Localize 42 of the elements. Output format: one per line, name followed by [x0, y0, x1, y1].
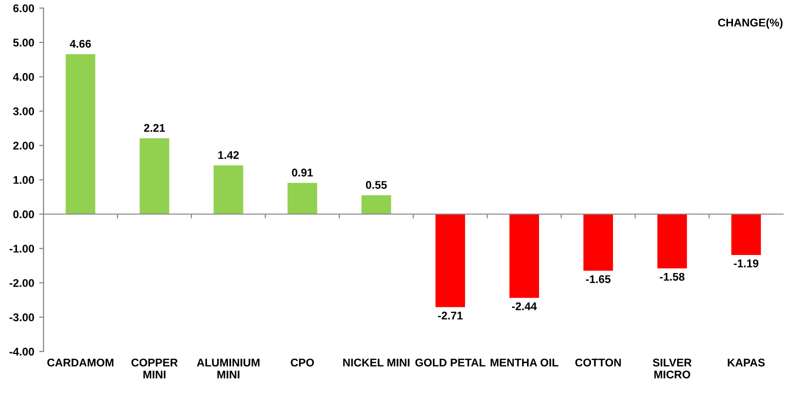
data-label: 4.66: [70, 40, 91, 48]
bar: [583, 214, 613, 271]
y-tick-label: 4.00: [13, 73, 34, 81]
bar: [657, 214, 687, 268]
y-tick-label: 3.00: [13, 107, 34, 116]
y-tick-label: 5.00: [13, 38, 34, 47]
bar: [288, 182, 318, 214]
x-tick-label: ALUMINIUM MINI: [196, 358, 260, 378]
bar: [435, 214, 466, 308]
data-label: -1.65: [586, 275, 611, 284]
text: CHANGE(%): [718, 18, 783, 29]
y-tick-label: -3.00: [10, 313, 34, 322]
x-tick-label: SILVER MICRO: [652, 358, 692, 378]
x-tick-label: CPO: [290, 358, 314, 367]
y-tick-label: -4.00: [10, 348, 34, 356]
bar: [362, 195, 392, 214]
y-tick-label: 6.00: [13, 4, 34, 12]
x-tick-label: NICKEL MINI: [343, 358, 410, 367]
y-tick-label: -2.00: [10, 279, 34, 287]
y-tick-label: -1.00: [10, 244, 34, 253]
data-label: -1.19: [734, 259, 758, 268]
bar: [66, 54, 96, 214]
x-tick-label: GOLD PETAL: [415, 358, 486, 367]
y-tick-label: 2.00: [13, 142, 34, 150]
x-tick-label: MENTHA OIL: [490, 358, 558, 367]
x-tick-label: COPPER MINI: [131, 358, 178, 378]
data-label: -2.44: [512, 302, 537, 310]
y-tick-label: 0.00: [13, 210, 34, 218]
data-label: -1.58: [660, 272, 684, 281]
x-tick-label: KAPAS: [728, 358, 765, 367]
bar: [140, 138, 170, 214]
data-label: 0.55: [366, 181, 387, 189]
data-label: 2.21: [144, 124, 165, 132]
y-tick-label: 1.00: [14, 176, 34, 184]
bar: [214, 165, 244, 214]
x-tick-label: CARDAMOM: [47, 358, 114, 367]
x-tick-label: COTTON: [575, 358, 621, 367]
bar: [509, 214, 540, 298]
bar: [731, 214, 761, 255]
data-label: 0.91: [292, 168, 313, 177]
data-label: -2.71: [438, 312, 463, 320]
data-label: 1.42: [218, 151, 239, 159]
